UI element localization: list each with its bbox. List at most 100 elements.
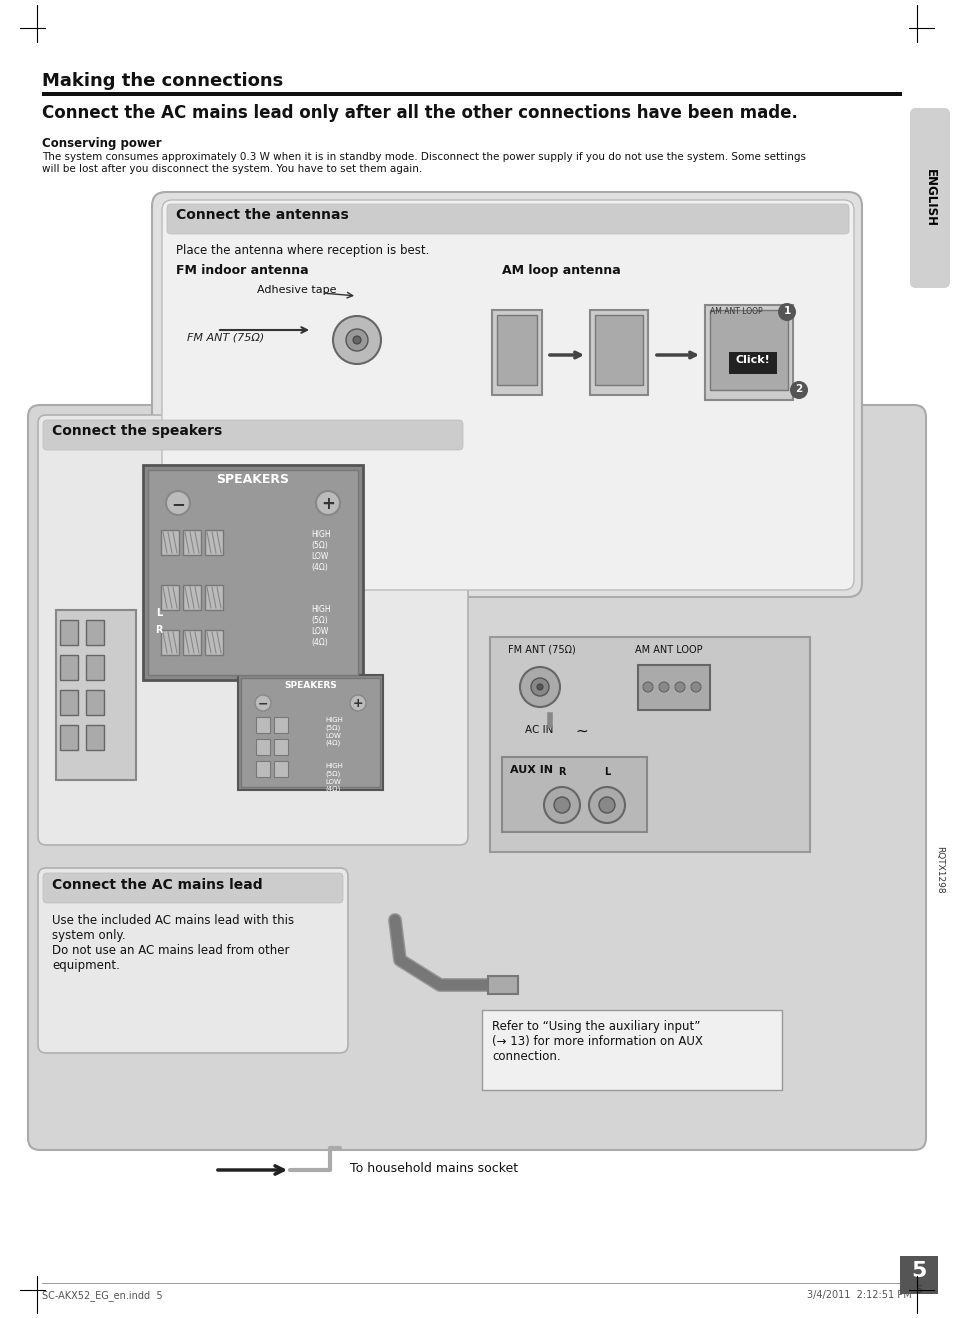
Bar <box>86 655 104 680</box>
Bar <box>709 310 787 390</box>
Bar <box>490 637 809 851</box>
Circle shape <box>353 336 360 344</box>
Bar <box>704 304 792 399</box>
Bar <box>161 630 179 655</box>
Text: HIGH
(5Ω)
LOW
(4Ω): HIGH (5Ω) LOW (4Ω) <box>311 605 331 647</box>
Bar <box>161 585 179 610</box>
Circle shape <box>166 492 190 515</box>
Text: R: R <box>558 767 565 778</box>
Text: Connect the speakers: Connect the speakers <box>52 424 222 438</box>
Circle shape <box>315 492 339 515</box>
Bar <box>86 619 104 645</box>
Bar <box>60 619 78 645</box>
Text: ~: ~ <box>575 724 587 739</box>
Bar <box>161 530 179 555</box>
Text: +: + <box>353 697 363 710</box>
Text: RQTX1298: RQTX1298 <box>935 846 943 894</box>
Text: Place the antenna where reception is best.: Place the antenna where reception is bes… <box>175 244 429 257</box>
Bar <box>595 315 642 385</box>
Bar <box>241 677 379 787</box>
Bar <box>148 471 357 675</box>
Text: Adhesive tape: Adhesive tape <box>256 285 336 295</box>
Text: −: − <box>171 496 185 513</box>
FancyBboxPatch shape <box>28 405 925 1151</box>
Text: Making the connections: Making the connections <box>42 72 283 90</box>
Text: Refer to “Using the auxiliary input”
(→ 13) for more information on AUX
connecti: Refer to “Using the auxiliary input” (→ … <box>492 1020 702 1064</box>
Text: Connect the AC mains lead: Connect the AC mains lead <box>52 878 262 892</box>
Text: Click!: Click! <box>735 355 770 365</box>
Text: AC IN: AC IN <box>524 725 553 735</box>
Bar <box>205 630 223 655</box>
Text: HIGH
(5Ω)
LOW
(4Ω): HIGH (5Ω) LOW (4Ω) <box>311 530 331 572</box>
FancyBboxPatch shape <box>43 420 462 449</box>
Bar <box>255 717 270 733</box>
Bar <box>274 739 288 755</box>
Text: Connect the AC mains lead only after all the other connections have been made.: Connect the AC mains lead only after all… <box>42 104 797 123</box>
FancyBboxPatch shape <box>38 415 468 845</box>
Bar <box>237 675 382 789</box>
Text: L: L <box>155 608 162 618</box>
Circle shape <box>254 695 271 710</box>
Bar <box>492 310 541 395</box>
Text: HIGH
(5Ω)
LOW
(4Ω): HIGH (5Ω) LOW (4Ω) <box>325 717 342 746</box>
Bar <box>183 585 201 610</box>
Bar <box>205 585 223 610</box>
Bar <box>60 725 78 750</box>
Text: SC-AKX52_EG_en.indd  5: SC-AKX52_EG_en.indd 5 <box>42 1290 162 1301</box>
Bar <box>255 739 270 755</box>
Bar <box>183 530 201 555</box>
Circle shape <box>543 787 579 822</box>
Bar <box>86 725 104 750</box>
Bar <box>899 1256 937 1294</box>
Circle shape <box>519 667 559 706</box>
Text: To household mains socket: To household mains socket <box>350 1162 517 1176</box>
Bar <box>497 315 537 385</box>
Circle shape <box>531 677 548 696</box>
Bar <box>56 610 136 780</box>
Circle shape <box>690 681 700 692</box>
Bar <box>728 352 776 374</box>
Text: 5: 5 <box>915 1285 922 1296</box>
Text: 2: 2 <box>795 384 801 394</box>
Circle shape <box>333 316 380 364</box>
FancyBboxPatch shape <box>38 869 348 1053</box>
Bar <box>274 760 288 778</box>
Bar <box>255 760 270 778</box>
Bar <box>638 666 709 710</box>
Bar <box>143 465 363 680</box>
Text: AM ANT LOOP: AM ANT LOOP <box>635 645 702 655</box>
Text: FM ANT (75Ω): FM ANT (75Ω) <box>187 332 264 341</box>
FancyBboxPatch shape <box>167 204 848 235</box>
Text: FM indoor antenna: FM indoor antenna <box>175 264 309 277</box>
Text: Connect the antennas: Connect the antennas <box>175 208 349 221</box>
Bar <box>183 630 201 655</box>
Text: AM ANT LOOP: AM ANT LOOP <box>709 307 761 316</box>
Text: 1: 1 <box>782 306 790 316</box>
Bar <box>481 1010 781 1090</box>
Text: ENGLISH: ENGLISH <box>923 169 936 227</box>
Circle shape <box>346 330 368 351</box>
Bar <box>60 655 78 680</box>
Text: 3/4/2011  2:12:51 PM: 3/4/2011 2:12:51 PM <box>806 1290 911 1300</box>
Text: L: L <box>603 767 610 778</box>
FancyBboxPatch shape <box>152 192 862 597</box>
Text: R: R <box>155 625 163 635</box>
Text: SPEAKERS: SPEAKERS <box>284 681 336 691</box>
Text: AM loop antenna: AM loop antenna <box>501 264 620 277</box>
Circle shape <box>598 797 615 813</box>
Circle shape <box>642 681 652 692</box>
Text: Use the included AC mains lead with this
system only.
Do not use an AC mains lea: Use the included AC mains lead with this… <box>52 913 294 971</box>
Bar <box>86 691 104 714</box>
FancyBboxPatch shape <box>43 873 343 903</box>
Circle shape <box>588 787 624 822</box>
Text: SPEAKERS: SPEAKERS <box>216 473 289 486</box>
Bar <box>205 530 223 555</box>
Text: +: + <box>321 496 335 513</box>
Circle shape <box>675 681 684 692</box>
Bar <box>501 757 646 832</box>
Circle shape <box>554 797 569 813</box>
Text: −: − <box>257 697 268 710</box>
Circle shape <box>537 684 542 691</box>
FancyBboxPatch shape <box>909 108 949 289</box>
Text: The system consumes approximately 0.3 W when it is in standby mode. Disconnect t: The system consumes approximately 0.3 W … <box>42 152 805 174</box>
